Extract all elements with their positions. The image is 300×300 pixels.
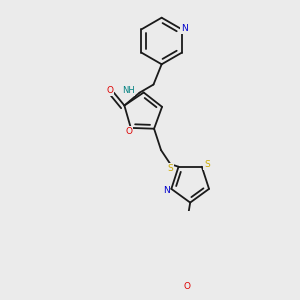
Text: N: N (181, 24, 188, 33)
Text: O: O (183, 282, 190, 291)
Text: N: N (163, 185, 169, 194)
Text: S: S (167, 164, 173, 173)
Text: O: O (125, 127, 132, 136)
Text: S: S (204, 160, 210, 169)
Text: NH: NH (122, 86, 134, 95)
Text: O: O (106, 86, 113, 95)
